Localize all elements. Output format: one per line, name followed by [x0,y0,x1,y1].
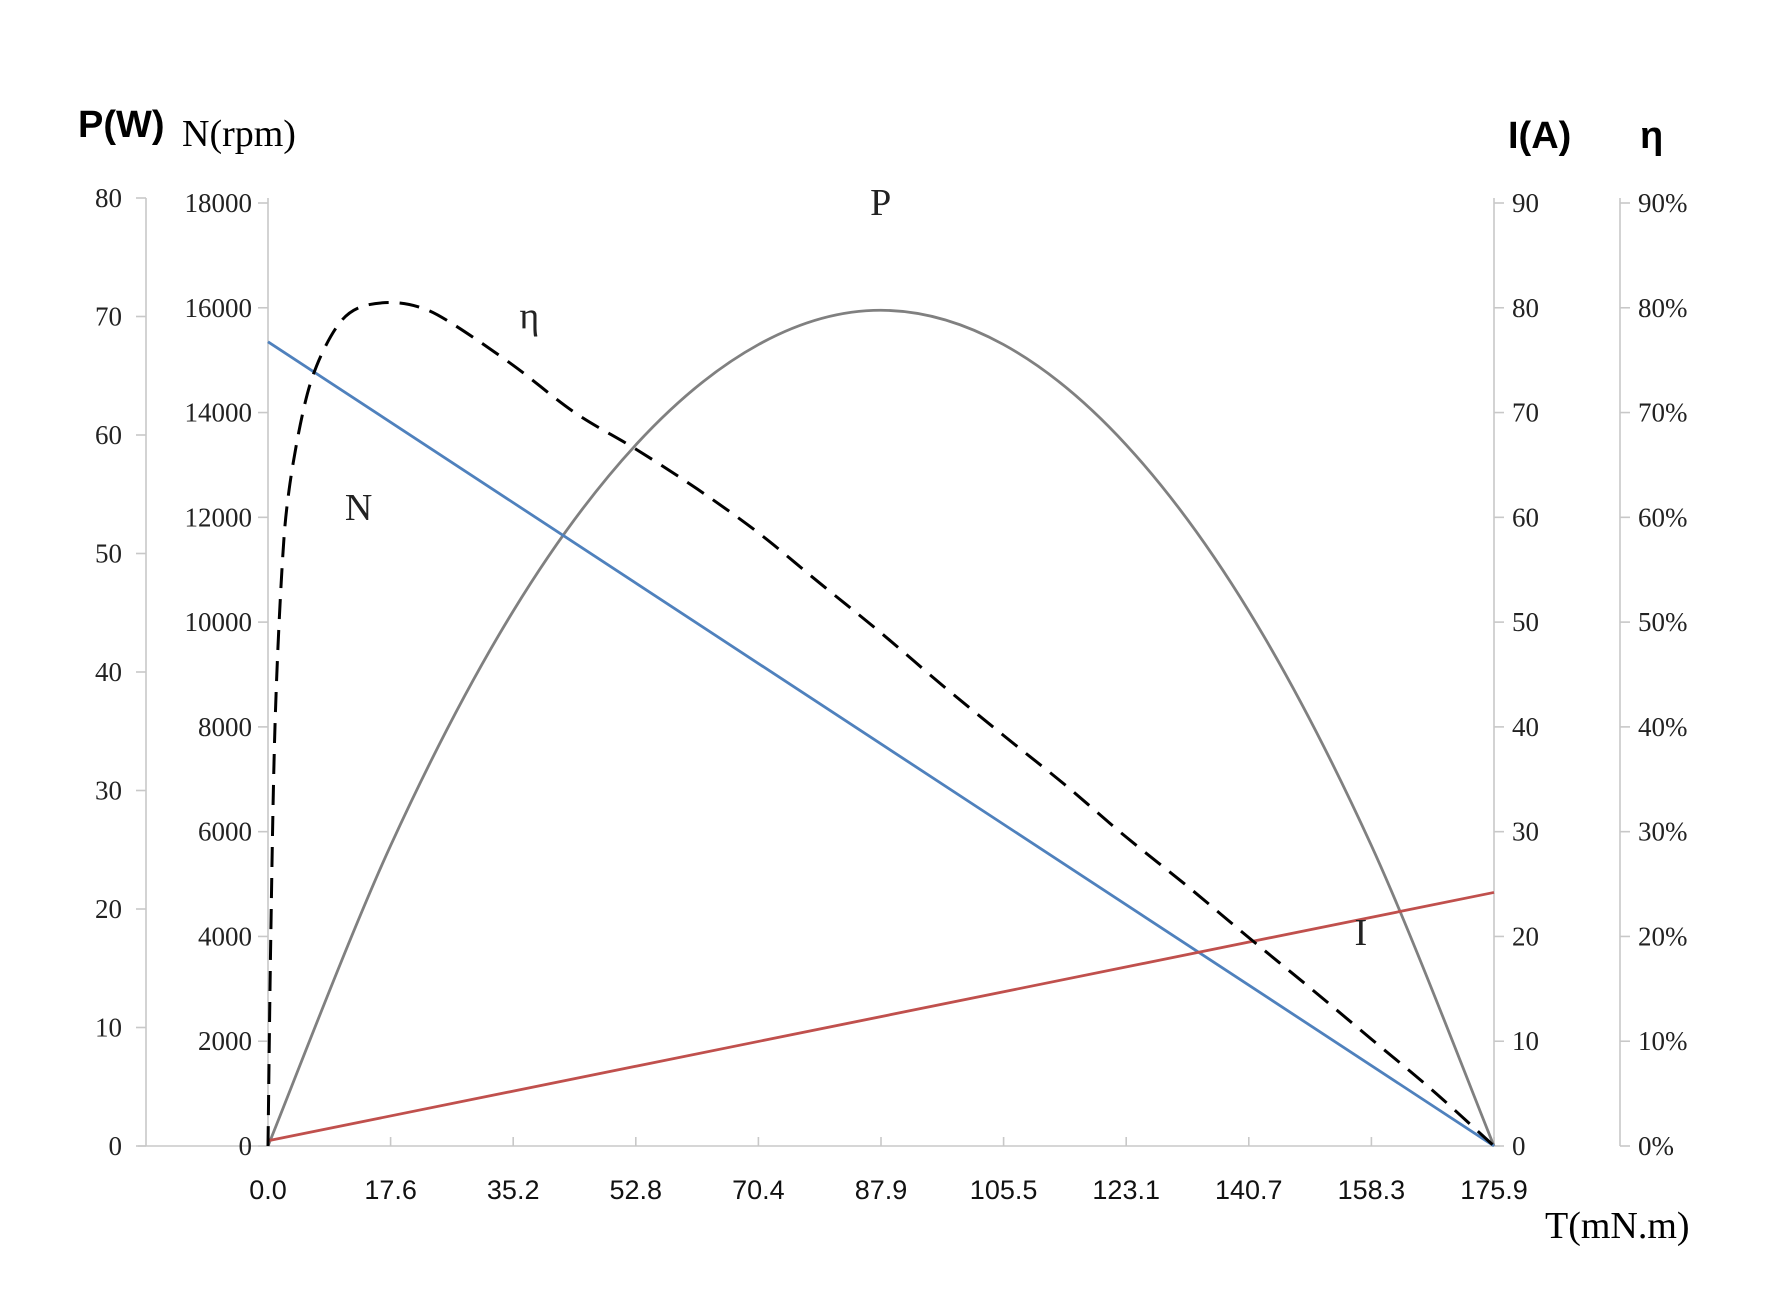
x-tick-label: 140.7 [1215,1175,1283,1205]
x-tick-label: 70.4 [732,1175,785,1205]
efficiency-tick-label: 60% [1638,502,1688,532]
power-curve [266,308,1496,1147]
x-tick-label: 52.8 [610,1175,663,1205]
current-tick-label: 70 [1512,398,1539,428]
efficiency-tick-label: 40% [1638,712,1688,742]
power-tick-label: 10 [95,1013,122,1043]
power-tick-label: 0 [109,1131,123,1161]
power-tick-label: 20 [95,894,122,924]
power-curve-label: P [870,182,891,224]
current-line [267,891,1495,1143]
x-tick-label: 158.3 [1338,1175,1406,1205]
efficiency-tick-label: 20% [1638,921,1688,951]
efficiency-curve [266,301,1496,1148]
tick-layer: 0 10 20 30 40 50 60 70 80 0 2000 4000 6000 8000 10000 1… [95,183,1688,1205]
current-tick-label: 40 [1512,712,1539,742]
efficiency-axis-title: η [1640,115,1663,157]
power-tick-label: 40 [95,657,122,687]
x-axis-title: T(mN.m) [1545,1205,1690,1247]
x-tick-label: 17.6 [364,1175,417,1205]
speed-tick-label: 18000 [185,188,253,218]
efficiency-tick-label: 0% [1638,1131,1674,1161]
x-tick-label: 105.5 [970,1175,1038,1205]
x-tick-label: 123.1 [1092,1175,1160,1205]
speed-tick-label: 16000 [185,293,253,323]
speed-tick-label: 0 [239,1131,253,1161]
efficiency-tick-label: 80% [1638,293,1688,323]
current-tick-label: 0 [1512,1131,1526,1161]
speed-tick-label: 8000 [198,712,252,742]
speed-tick-label: 4000 [198,921,252,951]
curve-label-layer: Pη N I [345,182,1367,954]
speed-tick-label: 2000 [198,1026,252,1056]
x-tick-label: 175.9 [1460,1175,1528,1205]
efficiency-tick-label: 50% [1638,607,1688,637]
efficiency-tick-label: 90% [1638,188,1688,218]
x-tick-label: 0.0 [249,1175,287,1205]
speed-tick-label: 12000 [185,502,253,532]
speed-line-label: N [345,487,372,529]
x-tick-label: 87.9 [855,1175,908,1205]
power-tick-label: 50 [95,539,122,569]
speed-line [267,340,1495,1148]
power-tick-label: 70 [95,302,122,332]
power-tick-label: 30 [95,776,122,806]
series-layer [266,301,1496,1148]
efficiency-tick-label: 70% [1638,398,1688,428]
efficiency-tick-label: 10% [1638,1026,1688,1056]
speed-tick-label: 10000 [185,607,253,637]
speed-tick-label: 6000 [198,817,252,847]
current-tick-label: 20 [1512,921,1539,951]
power-tick-label: 60 [95,420,122,450]
current-tick-label: 90 [1512,188,1539,218]
efficiency-curve-label: η [519,296,539,338]
current-line-label: I [1355,912,1368,954]
current-tick-label: 60 [1512,502,1539,532]
current-tick-label: 30 [1512,817,1539,847]
power-axis-title: P(W) [78,104,165,146]
current-tick-label: 50 [1512,607,1539,637]
power-tick-label: 80 [95,183,122,213]
current-tick-label: 10 [1512,1026,1539,1056]
efficiency-tick-label: 30% [1638,817,1688,847]
current-tick-label: 80 [1512,293,1539,323]
current-axis-title: I(A) [1508,115,1571,157]
x-tick-label: 35.2 [487,1175,540,1205]
speed-tick-label: 14000 [185,398,253,428]
speed-axis-title: N(rpm) [182,113,296,155]
